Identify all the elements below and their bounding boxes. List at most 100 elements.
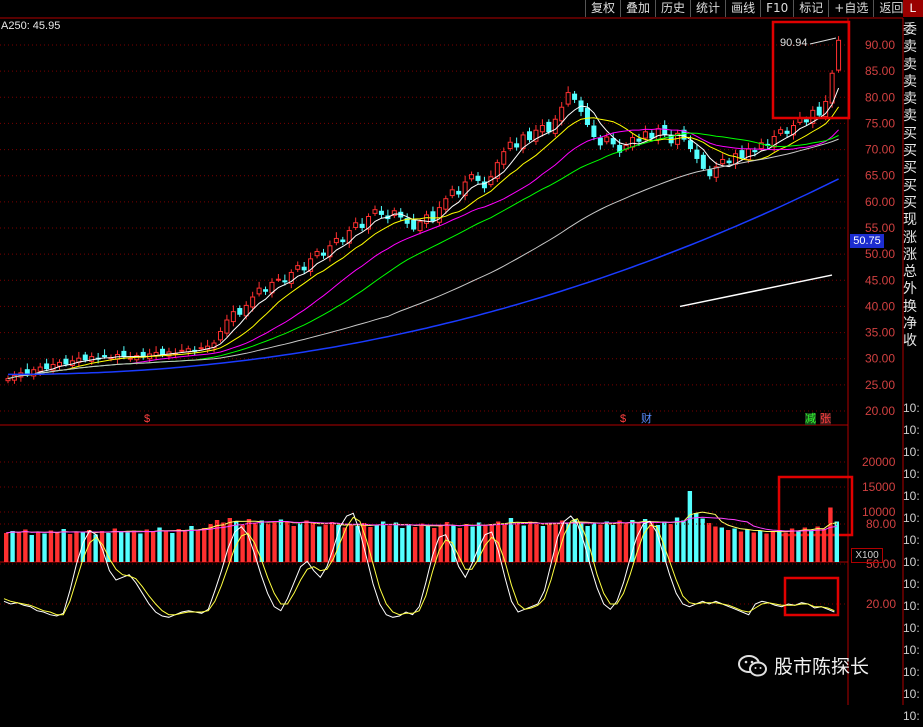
event-marker-reduce[interactable]: 减 (805, 413, 816, 425)
tick-time: 10: (903, 401, 920, 415)
volume-bar (119, 531, 124, 562)
candle-body (5, 378, 11, 382)
candle-body (436, 207, 442, 223)
chart-canvas[interactable]: 20.00 25.00 30.00 35.00 40.00 45.00 50.00 55.00… (0, 0, 923, 705)
volume-bar (99, 531, 105, 562)
volume-bar (451, 525, 456, 562)
volume-bar (655, 525, 661, 562)
kd-tick-label: 50.00 (866, 557, 896, 571)
volume-bar (687, 491, 693, 562)
tick-time: 10: (903, 423, 920, 437)
mark-button[interactable]: 标记 (793, 0, 829, 17)
candle-body (565, 92, 571, 105)
volume-bar (662, 521, 667, 562)
candle-body (694, 149, 700, 159)
price-tick-label: 35.00 (865, 326, 895, 340)
quote-row-label: 涨 (903, 229, 917, 246)
candle-body (823, 100, 829, 118)
volume-bar (572, 519, 578, 562)
ma20-line (7, 128, 839, 380)
ma60-line (7, 138, 839, 380)
candle-body (282, 280, 288, 283)
draw-line-button[interactable]: 画线 (725, 0, 761, 17)
volume-bar (387, 525, 392, 562)
candle-body (404, 218, 410, 224)
candle-body (836, 39, 842, 71)
quote-row-label: 卖 (903, 73, 917, 90)
volume-bar (221, 522, 226, 562)
candle-body (121, 350, 127, 358)
candle-body (424, 214, 429, 224)
candle-body (230, 311, 236, 323)
drawn-trendline (679, 274, 833, 308)
candle-body (539, 125, 545, 133)
tick-time-column: 10: 10: 10: 10: 10: 10: 10: 10: 10: 10: 10: 10: 10: 1… (903, 397, 923, 727)
volume-bar (259, 520, 264, 562)
candle-body (263, 289, 269, 292)
candle-body (617, 144, 623, 153)
tick-time: 10: (903, 511, 920, 525)
volume-bar (566, 522, 571, 562)
volume-bar (4, 533, 9, 562)
back-button[interactable]: 返回 (873, 0, 909, 17)
candle-body (462, 181, 468, 197)
candle-body (82, 354, 88, 361)
ma250-line (8, 178, 839, 376)
volume-bar (738, 531, 744, 562)
quote-row-label: 买 (903, 160, 917, 177)
price-tick-label: 85.00 (865, 64, 895, 78)
volume-bar (630, 520, 635, 562)
candle-body (745, 148, 751, 161)
volume-bar (419, 523, 424, 562)
candle-body (559, 106, 565, 122)
highlight-box-kd (783, 576, 840, 617)
candle-body (237, 308, 243, 315)
volume-bar (834, 521, 839, 562)
quote-panel: 委卖卖卖卖卖买买买买买现涨涨总外换净收 (903, 22, 923, 351)
volume-bar (106, 533, 111, 562)
candle-body (127, 357, 133, 360)
overlay-button[interactable]: 叠加 (620, 0, 656, 17)
volume-bar (150, 532, 156, 562)
candle-body (552, 118, 558, 134)
tick-time: 10: (903, 709, 920, 723)
volume-tick-label: 10000 (862, 505, 896, 519)
candle-body (514, 143, 520, 148)
quote-row-label: 卖 (903, 91, 917, 108)
volume-bar (176, 529, 181, 562)
volume-bar (732, 528, 737, 562)
volume-bar (527, 521, 533, 562)
restore-rights-button[interactable]: 复权 (585, 0, 621, 17)
volume-bar (694, 513, 699, 562)
event-marker-finance[interactable]: 财 (641, 413, 652, 425)
candle-body (610, 138, 616, 145)
candle-body (359, 223, 365, 228)
volume-bar (476, 522, 482, 562)
volume-unit-label: X100 (851, 548, 883, 563)
volume-bar (483, 525, 488, 562)
volume-bar (802, 527, 808, 562)
candle-body (411, 219, 417, 230)
event-marker-s2[interactable]: $ (620, 413, 627, 425)
volume-bar (253, 523, 258, 562)
volume-bar (310, 522, 316, 562)
f10-button[interactable]: F10 (760, 0, 794, 17)
panel-toggle-button[interactable]: L (903, 0, 923, 17)
candle-body (494, 162, 500, 179)
volume-bar (432, 528, 437, 562)
price-tick-label: 65.00 (865, 169, 895, 183)
price-tick-label: 75.00 (865, 116, 895, 130)
candle-body (353, 222, 359, 228)
volume-bar (585, 526, 590, 562)
event-marker-rise[interactable]: 张 (820, 413, 831, 425)
price-tick-label: 20.00 (865, 404, 895, 418)
history-button[interactable]: 历史 (655, 0, 691, 17)
event-marker-s1[interactable]: $ (144, 413, 151, 425)
volume-bar (393, 522, 399, 562)
price-tick-label: 80.00 (865, 90, 895, 104)
tick-time: 10: (903, 599, 920, 613)
volume-bar (700, 518, 705, 562)
candle-body (63, 358, 69, 365)
statistics-button[interactable]: 统计 (690, 0, 726, 17)
add-favorite-button[interactable]: +自选 (828, 0, 874, 17)
